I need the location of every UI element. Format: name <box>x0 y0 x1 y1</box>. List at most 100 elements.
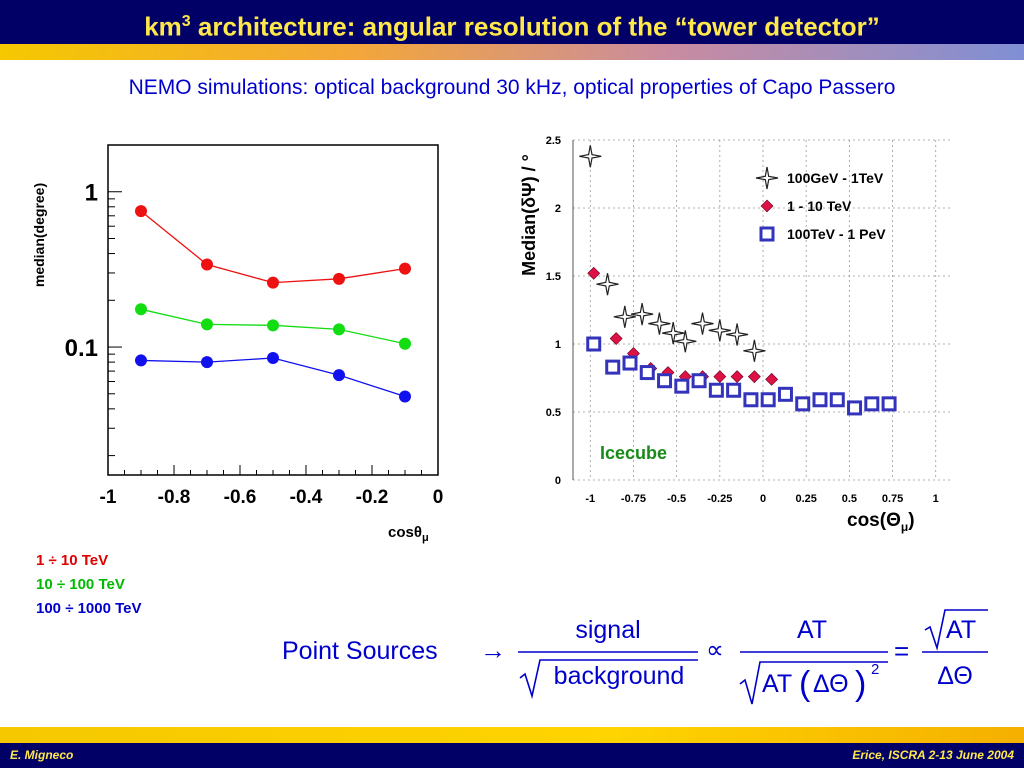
formula-at-denominator: AT <box>762 670 792 698</box>
formula-sqrt-1 <box>519 659 698 700</box>
right-data-point-star <box>691 312 714 335</box>
right-x-tick-label: -0.5 <box>667 493 686 505</box>
left-y-label: median(degree) <box>31 183 47 287</box>
left-x-tick-label: -0.6 <box>224 487 257 508</box>
right-y-label: Median(δΨ) / ° <box>519 154 539 276</box>
right-x-tick-label: 1 <box>933 493 939 505</box>
right-series-group <box>579 145 897 416</box>
energy-legend-item-1: 1 ÷ 10 TeV <box>36 552 109 569</box>
title-superscript: 3 <box>181 13 191 30</box>
right-data-point-diamond <box>587 266 601 280</box>
left-data-point <box>267 319 279 332</box>
right-data-point-square <box>622 355 638 371</box>
formula-result-denominator: ΔΘ <box>937 662 973 690</box>
title-prefix: km <box>144 11 182 42</box>
formula-paren-close: ) <box>855 665 866 703</box>
left-data-point <box>135 354 147 367</box>
right-data-point-square <box>777 386 793 402</box>
right-data-point-star <box>579 145 602 168</box>
right-data-point-star <box>743 339 766 362</box>
right-data-point-star <box>674 330 697 353</box>
right-legend-label: 100TeV - 1 PeV <box>787 226 886 242</box>
right-data-point-star <box>708 319 731 342</box>
formula-lhs: Point Sources <box>282 637 438 665</box>
right-data-point-square <box>691 373 707 389</box>
left-data-point <box>399 337 411 350</box>
right-x-axis: -1 -0.75 -0.5 -0.25 0 0.25 0.5 0.75 1 <box>585 493 938 505</box>
right-data-point-star <box>648 312 671 335</box>
left-data-point <box>399 262 411 275</box>
right-grid <box>572 139 953 481</box>
right-x-label: cos(Θμ) <box>847 510 915 534</box>
left-x-tick-label: -1 <box>100 487 117 508</box>
formula-sqrt-2 <box>739 661 888 705</box>
point-source-formula: Point Sources → signal background ∝ AT A… <box>282 609 988 705</box>
left-data-point <box>267 276 279 289</box>
right-data-point-star <box>613 305 636 328</box>
title-suffix: architecture: angular resolution of the … <box>190 11 880 42</box>
right-x-tick-label: 0.5 <box>842 493 857 505</box>
right-data-point-star <box>630 302 654 326</box>
left-x-tick-label: 0 <box>433 487 444 508</box>
footer-author: E. Migneco <box>10 748 74 762</box>
left-data-point <box>201 258 213 271</box>
footer-event: Erice, ISCRA 2-13 June 2004 <box>852 748 1014 762</box>
left-data-point <box>201 356 213 369</box>
left-data-point <box>333 369 345 382</box>
right-x-tick-label: -0.25 <box>707 493 732 505</box>
left-y-axis: 10.1 <box>65 144 122 457</box>
right-data-point-square <box>812 392 828 408</box>
right-data-point-square <box>674 378 690 394</box>
left-x-label-sub: μ <box>422 532 429 544</box>
energy-legend: 1 ÷ 10 TeV 10 ÷ 100 TeV 100 ÷ 1000 TeV <box>36 549 142 621</box>
right-legend-marker <box>755 166 779 190</box>
right-data-point-star <box>596 273 619 296</box>
right-data-point-diamond <box>730 370 744 384</box>
title-gradient-stripe <box>0 44 1024 60</box>
icecube-annotation: Icecube <box>600 443 667 463</box>
right-data-point-square <box>743 392 759 408</box>
right-x-tick-label: 0.25 <box>795 493 816 505</box>
right-data-point-diamond <box>765 372 779 386</box>
energy-legend-item-3: 100 ÷ 1000 TeV <box>36 600 142 617</box>
left-data-point <box>333 323 345 336</box>
right-y-tick-label: 2 <box>555 203 561 215</box>
formula-result-numerator: AT <box>946 616 976 644</box>
right-data-point-square <box>657 373 673 389</box>
formula-signal: signal <box>575 616 640 644</box>
right-legend-marker <box>760 199 774 213</box>
right-legend-label: 1 - 10 TeV <box>787 198 852 214</box>
left-series-group <box>135 205 411 403</box>
right-data-point-square <box>847 400 863 416</box>
right-data-point-square <box>864 396 880 412</box>
footer-bar: E. Migneco Erice, ISCRA 2-13 June 2004 <box>0 743 1024 768</box>
right-data-point-diamond <box>747 370 761 384</box>
left-x-axis: -1 -0.8 -0.6 -0.4 -0.2 0 <box>100 465 444 508</box>
right-y-tick-label: 1.5 <box>546 271 561 283</box>
right-data-point-star <box>662 321 685 345</box>
slide-title: km3 architecture: angular resolution of … <box>0 0 1024 44</box>
right-data-point-square <box>708 382 724 398</box>
left-data-point <box>267 352 279 365</box>
right-data-point-square <box>829 392 845 408</box>
left-data-point <box>135 303 147 316</box>
right-data-point-square <box>726 382 742 398</box>
formula-sqrt-3 <box>924 609 988 652</box>
right-x-label-main: cos(Θ <box>847 510 901 531</box>
left-data-point <box>201 318 213 331</box>
left-x-tick-label: -0.4 <box>290 487 323 508</box>
right-x-label-end: ) <box>908 510 914 531</box>
right-legend-label: 100GeV - 1TeV <box>787 170 884 186</box>
right-chart: -1 -0.75 -0.5 -0.25 0 0.25 0.5 0.75 1 0 0.5 1 1.5 2 2… <box>519 135 953 534</box>
right-x-tick-label: 0 <box>760 493 766 505</box>
left-x-label: cosθμ <box>388 524 429 544</box>
subtitle: NEMO simulations: optical background 30 … <box>128 76 896 99</box>
right-x-tick-label: 0.75 <box>882 493 903 505</box>
right-y-tick-label: 2.5 <box>546 135 561 147</box>
right-data-point-square <box>795 396 811 412</box>
right-x-tick-label: -1 <box>585 493 595 505</box>
right-data-point-square <box>605 359 621 375</box>
right-y-tick-label: 0.5 <box>546 407 561 419</box>
left-data-point <box>135 205 147 218</box>
formula-background: background <box>554 662 685 690</box>
